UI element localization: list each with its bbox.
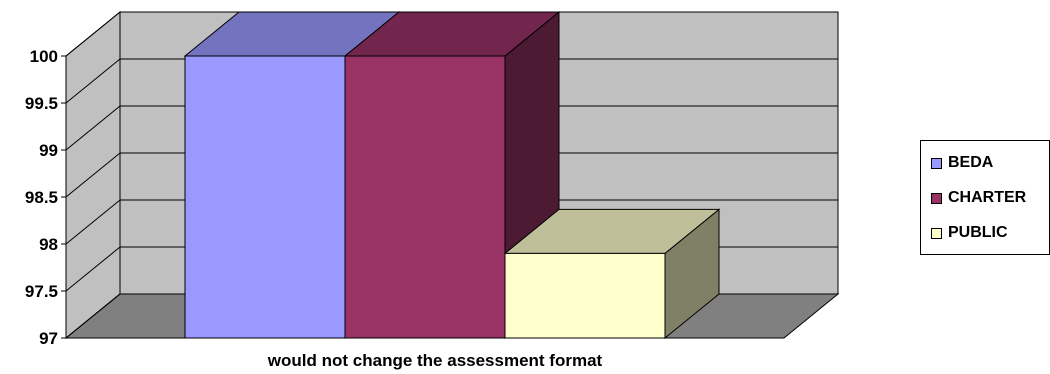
y-tick-label: 97 [39,329,58,348]
legend-item-public: PUBLIC [931,224,1008,242]
y-tick-label: 98 [39,235,58,254]
legend: BEDA CHARTER PUBLIC [920,140,1050,255]
legend-swatch-charter [931,192,942,204]
y-axis-ticks: 97 97.5 98 98.5 99 99.5 100 [25,47,58,348]
bar-front-charter [344,55,506,339]
gridline-side [65,11,121,57]
gridline-side [65,199,121,245]
legend-swatch-beda [931,157,942,169]
gridline-side [65,152,121,198]
legend-label-charter: CHARTER [948,189,1027,206]
gridline-side [65,246,121,292]
legend-label-public: PUBLIC [948,224,1008,241]
bar-front-beda [184,55,346,339]
gridline-side [65,105,121,151]
legend-swatch-public [931,227,942,239]
y-tick-label: 100 [30,47,58,66]
x-category-label: would not change the assessment format [267,351,603,370]
legend-label-beda: BEDA [948,154,994,171]
gridline-side [65,58,121,104]
y-tick-label: 97.5 [25,282,58,301]
y-tick-label: 99.5 [25,94,58,113]
y-tick-label: 99 [39,141,58,160]
gridline-side [65,293,121,339]
y-tick-label: 98.5 [25,188,58,207]
bar-public [503,208,721,340]
bar-front-public [504,252,666,339]
bars [183,10,721,340]
legend-item-beda: BEDA [931,154,993,172]
legend-item-charter: CHARTER [931,189,1026,207]
bar-charter [343,10,561,340]
